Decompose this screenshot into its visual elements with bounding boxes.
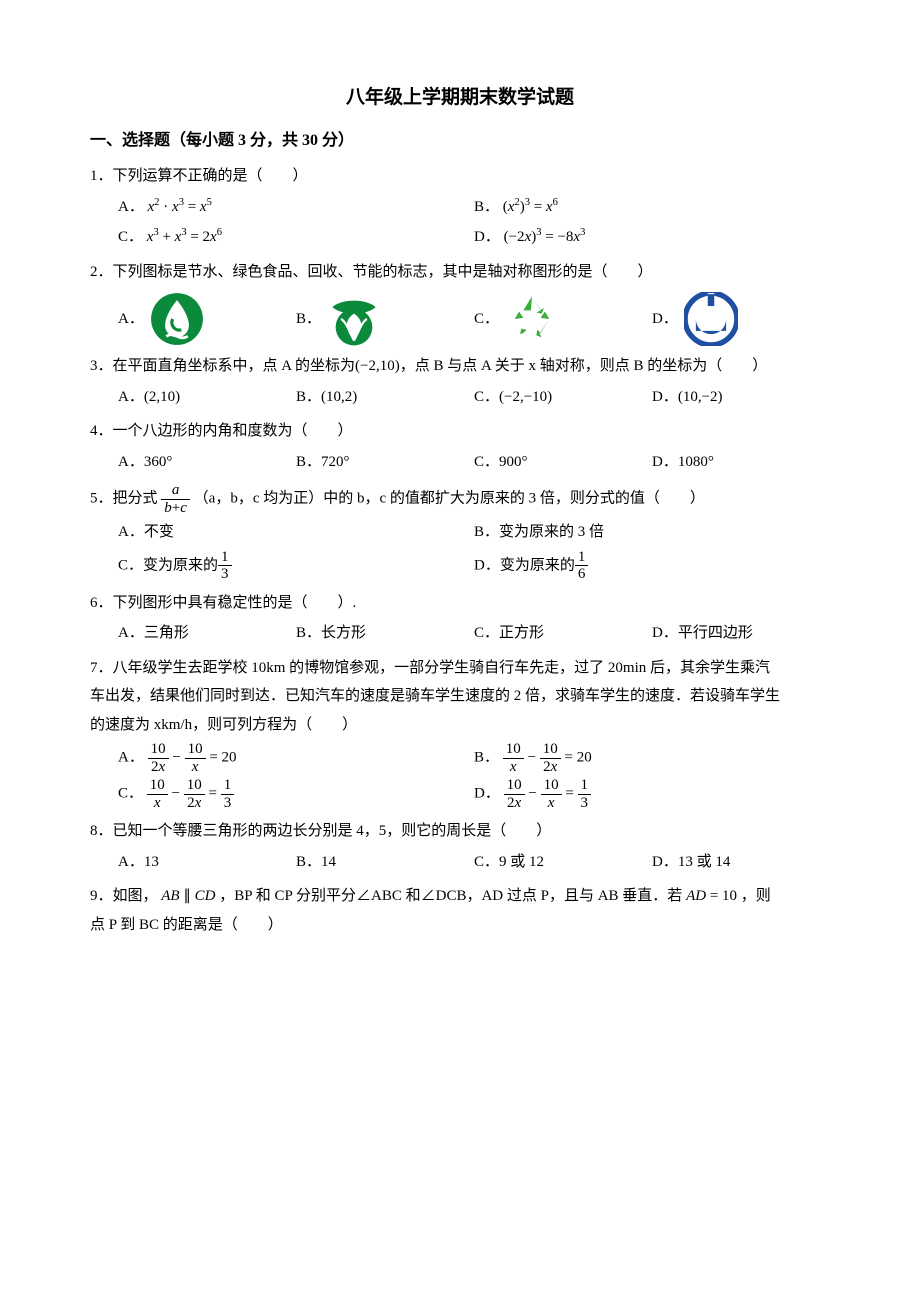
q4-stem: 4．一个八边形的内角和度数为（ ） <box>90 417 830 446</box>
q1-opt-b: B． (x2)3 = x6 <box>474 193 830 222</box>
q7-options: A． 102x − 10x = 20 B． 10x − 102x = 20 <box>90 741 830 775</box>
q5-opt-d: D．变为原来的16 <box>474 549 830 583</box>
q6-opt-b: B．长方形 <box>296 619 474 648</box>
q7-line3: 的速度为 xkm/h，则可列方程为（ ） <box>90 711 830 740</box>
q3-opt-c: C．(−2,−10) <box>474 383 652 412</box>
q7-opt-b: B． 10x − 102x = 20 <box>474 741 830 775</box>
q9-line2: 点 P 到 BC 的距离是（ ） <box>90 911 830 940</box>
q6-opt-a: A．三角形 <box>118 619 296 648</box>
q1-stem: 1．下列运算不正确的是（ ） <box>90 162 830 191</box>
q2-stem: 2．下列图标是节水、绿色食品、回收、节能的标志，其中是轴对称图形的是（ ） <box>90 258 830 287</box>
q7-opt-d: D． 102x − 10x = 13 <box>474 777 830 811</box>
q4-opt-b: B．720° <box>296 448 474 477</box>
q6-stem: 6．下列图形中具有稳定性的是（ ）. <box>90 589 830 618</box>
q8-opt-b: B．14 <box>296 848 474 877</box>
q9-line1: 9．如图， AB ∥ CD ，BP 和 CP 分别平分∠ABC 和∠DCB，AD… <box>90 882 830 911</box>
q7-line1: 7．八年级学生去距学校 10km 的博物馆参观，一部分学生骑自行车先走，过了 2… <box>90 654 830 683</box>
q1-opt-a: A． x2 · x3 = x5 <box>118 193 474 222</box>
q1-opt-d: D． (−2x)3 = −8x3 <box>474 223 830 252</box>
q6-opt-d: D．平行四边形 <box>652 619 830 648</box>
q2-opt-a: A． <box>118 292 296 346</box>
q2-opt-c: C． <box>474 292 652 346</box>
section-header: 一、选择题（每小题 3 分，共 30 分） <box>90 126 830 156</box>
q5-options-2: C．变为原来的13 D．变为原来的16 <box>90 549 830 583</box>
q3-options: A．(2,10) B．(10,2) C．(−2,−10) D．(10,−2) <box>90 383 830 412</box>
q8-stem: 8．已知一个等腰三角形的两边长分别是 4，5，则它的周长是（ ） <box>90 817 830 846</box>
q5-opt-c: C．变为原来的13 <box>118 549 474 583</box>
q4-options: A．360° B．720° C．900° D．1080° <box>90 448 830 477</box>
page-title: 八年级上学期期末数学试题 <box>90 80 830 116</box>
water-save-icon <box>150 292 204 346</box>
green-food-icon <box>327 292 381 346</box>
q1-options-2: C． x3 + x3 = 2x6 D． (−2x)3 = −8x3 <box>90 223 830 252</box>
q4-opt-d: D．1080° <box>652 448 830 477</box>
q6-options: A．三角形 B．长方形 C．正方形 D．平行四边形 <box>90 619 830 648</box>
q3-opt-d: D．(10,−2) <box>652 383 830 412</box>
q3-stem: 3．在平面直角坐标系中，点 A 的坐标为(−2,10)，点 B 与点 A 关于 … <box>90 352 830 381</box>
q5-opt-a: A．不变 <box>118 518 474 547</box>
q6-opt-c: C．正方形 <box>474 619 652 648</box>
q3-opt-a: A．(2,10) <box>118 383 296 412</box>
recycle-icon <box>505 292 559 346</box>
q8-options: A．13 B．14 C．9 或 12 D．13 或 14 <box>90 848 830 877</box>
q5-opt-b: B．变为原来的 3 倍 <box>474 518 830 547</box>
q2-opt-b: B． <box>296 292 474 346</box>
q8-opt-c: C．9 或 12 <box>474 848 652 877</box>
q4-opt-a: A．360° <box>118 448 296 477</box>
q7-options-2: C． 10x − 102x = 13 D． 102x − 10x = 13 <box>90 777 830 811</box>
q8-opt-a: A．13 <box>118 848 296 877</box>
q5-stem: 5．把分式 ab+c （a，b，c 均为正）中的 b，c 的值都扩大为原来的 3… <box>90 482 830 516</box>
q2-options: A． B． C． D． <box>90 292 830 346</box>
q1-options: A． x2 · x3 = x5 B． (x2)3 = x6 <box>90 193 830 222</box>
q2-opt-d: D． <box>652 292 830 346</box>
q7-opt-a: A． 102x − 10x = 20 <box>118 741 474 775</box>
q5-options: A．不变 B．变为原来的 3 倍 <box>90 518 830 547</box>
q4-opt-c: C．900° <box>474 448 652 477</box>
q3-opt-b: B．(10,2) <box>296 383 474 412</box>
energy-save-icon <box>684 292 738 346</box>
q7-line2: 车出发，结果他们同时到达．已知汽车的速度是骑车学生速度的 2 倍，求骑车学生的速… <box>90 682 830 711</box>
q7-opt-c: C． 10x − 102x = 13 <box>118 777 474 811</box>
q8-opt-d: D．13 或 14 <box>652 848 830 877</box>
q1-opt-c: C． x3 + x3 = 2x6 <box>118 223 474 252</box>
